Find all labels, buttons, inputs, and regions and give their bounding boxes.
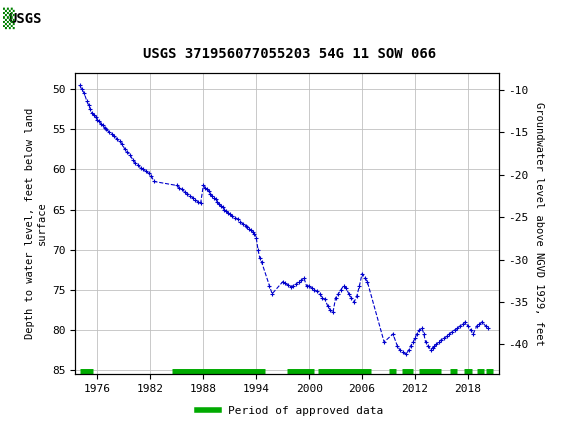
Text: USGS: USGS [9,12,42,25]
Text: ▒: ▒ [3,8,14,29]
Y-axis label: Depth to water level, feet below land
surface: Depth to water level, feet below land su… [25,108,46,339]
Legend: Period of approved data: Period of approved data [193,401,387,420]
Text: USGS 371956077055203 54G 11 SOW 066: USGS 371956077055203 54G 11 SOW 066 [143,47,437,61]
Y-axis label: Groundwater level above NGVD 1929, feet: Groundwater level above NGVD 1929, feet [534,102,544,345]
FancyBboxPatch shape [5,4,68,35]
